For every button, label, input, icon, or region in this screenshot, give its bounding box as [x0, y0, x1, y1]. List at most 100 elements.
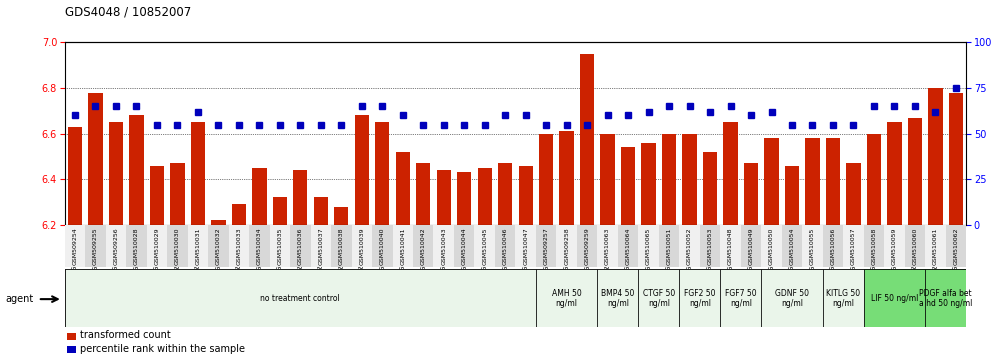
Text: GSM510057: GSM510057 — [851, 227, 856, 265]
Bar — [416, 163, 430, 225]
Text: GDNF 50
ng/ml: GDNF 50 ng/ml — [775, 289, 809, 308]
Bar — [744, 163, 758, 225]
Text: GSM510049: GSM510049 — [749, 227, 754, 265]
Bar — [290, 225, 311, 267]
Text: GSM510028: GSM510028 — [133, 227, 138, 265]
Bar — [293, 170, 308, 225]
Text: GSM510042: GSM510042 — [420, 227, 425, 265]
Bar — [474, 225, 495, 267]
Text: GSM510047: GSM510047 — [523, 227, 528, 265]
Text: GSM510061: GSM510061 — [933, 227, 938, 265]
Bar — [109, 122, 124, 225]
Bar — [945, 225, 966, 267]
Bar — [68, 346, 76, 353]
Text: GSM510046: GSM510046 — [503, 227, 508, 265]
Text: GSM510041: GSM510041 — [400, 227, 405, 265]
Bar — [232, 204, 246, 225]
Bar — [557, 225, 577, 267]
Text: GSM510051: GSM510051 — [666, 227, 671, 265]
Bar — [641, 143, 655, 225]
Bar — [925, 225, 945, 267]
Text: GSM509254: GSM509254 — [73, 227, 78, 265]
Text: percentile rank within the sample: percentile rank within the sample — [80, 344, 245, 354]
Text: GSM510030: GSM510030 — [175, 227, 180, 265]
Bar — [436, 170, 451, 225]
Bar — [720, 269, 761, 327]
Text: LIF 50 ng/ml: LIF 50 ng/ml — [871, 294, 918, 303]
Bar — [864, 225, 884, 267]
Bar — [65, 225, 86, 267]
Bar — [331, 225, 352, 267]
Bar — [720, 225, 741, 267]
Text: GDS4048 / 10852007: GDS4048 / 10852007 — [65, 5, 191, 18]
Bar — [536, 225, 557, 267]
Bar — [86, 225, 106, 267]
Bar — [703, 152, 717, 225]
Bar — [187, 225, 208, 267]
Text: GSM510062: GSM510062 — [953, 227, 958, 265]
Bar — [723, 122, 738, 225]
Bar — [129, 115, 143, 225]
Bar — [433, 225, 454, 267]
Bar — [864, 269, 925, 327]
Bar — [884, 225, 904, 267]
Bar — [826, 138, 841, 225]
Text: GSM510034: GSM510034 — [257, 227, 262, 265]
Bar — [904, 225, 925, 267]
Bar — [65, 269, 536, 327]
Text: GSM510035: GSM510035 — [277, 227, 282, 265]
Bar — [149, 166, 164, 225]
Bar — [170, 163, 184, 225]
Bar — [211, 220, 225, 225]
Bar — [823, 269, 864, 327]
Bar — [679, 225, 700, 267]
Text: GSM510064: GSM510064 — [625, 227, 630, 265]
Bar — [454, 225, 474, 267]
Text: GSM509259: GSM509259 — [585, 227, 590, 265]
Bar — [314, 198, 328, 225]
Bar — [761, 225, 782, 267]
Bar — [395, 152, 410, 225]
Text: GSM510037: GSM510037 — [319, 227, 324, 265]
Text: GSM510043: GSM510043 — [441, 227, 446, 265]
Bar — [658, 225, 679, 267]
Text: GSM510029: GSM510029 — [154, 227, 159, 265]
Text: FGF7 50
ng/ml: FGF7 50 ng/ml — [725, 289, 757, 308]
Text: GSM509255: GSM509255 — [93, 227, 98, 265]
Bar — [618, 225, 638, 267]
Bar — [638, 269, 679, 327]
Text: GSM510039: GSM510039 — [360, 227, 365, 265]
Bar — [928, 88, 942, 225]
Bar — [208, 225, 229, 267]
Bar — [106, 225, 126, 267]
Text: no treatment control: no treatment control — [260, 294, 341, 303]
Bar — [311, 225, 331, 267]
Text: GSM510054: GSM510054 — [790, 227, 795, 265]
Bar — [580, 54, 595, 225]
Bar — [764, 138, 779, 225]
Bar — [190, 122, 205, 225]
Bar — [457, 172, 471, 225]
Text: FGF2 50
ng/ml: FGF2 50 ng/ml — [684, 289, 715, 308]
Bar — [782, 225, 802, 267]
Text: GSM510033: GSM510033 — [236, 227, 241, 265]
Text: GSM509257: GSM509257 — [544, 227, 549, 265]
Bar — [495, 225, 516, 267]
Bar — [273, 198, 287, 225]
Bar — [761, 269, 823, 327]
Bar — [925, 269, 966, 327]
Bar — [249, 225, 270, 267]
Text: GSM510048: GSM510048 — [728, 227, 733, 265]
Text: GSM510036: GSM510036 — [298, 227, 303, 265]
Bar — [577, 225, 598, 267]
Text: GSM510045: GSM510045 — [482, 227, 487, 265]
Bar — [847, 163, 861, 225]
Bar — [785, 166, 799, 225]
Bar — [806, 138, 820, 225]
Text: GSM510053: GSM510053 — [707, 227, 712, 265]
Text: GSM510059: GSM510059 — [892, 227, 897, 265]
Bar — [949, 93, 963, 225]
Text: GSM510050: GSM510050 — [769, 227, 774, 265]
Bar — [638, 225, 658, 267]
Text: agent: agent — [5, 294, 33, 304]
